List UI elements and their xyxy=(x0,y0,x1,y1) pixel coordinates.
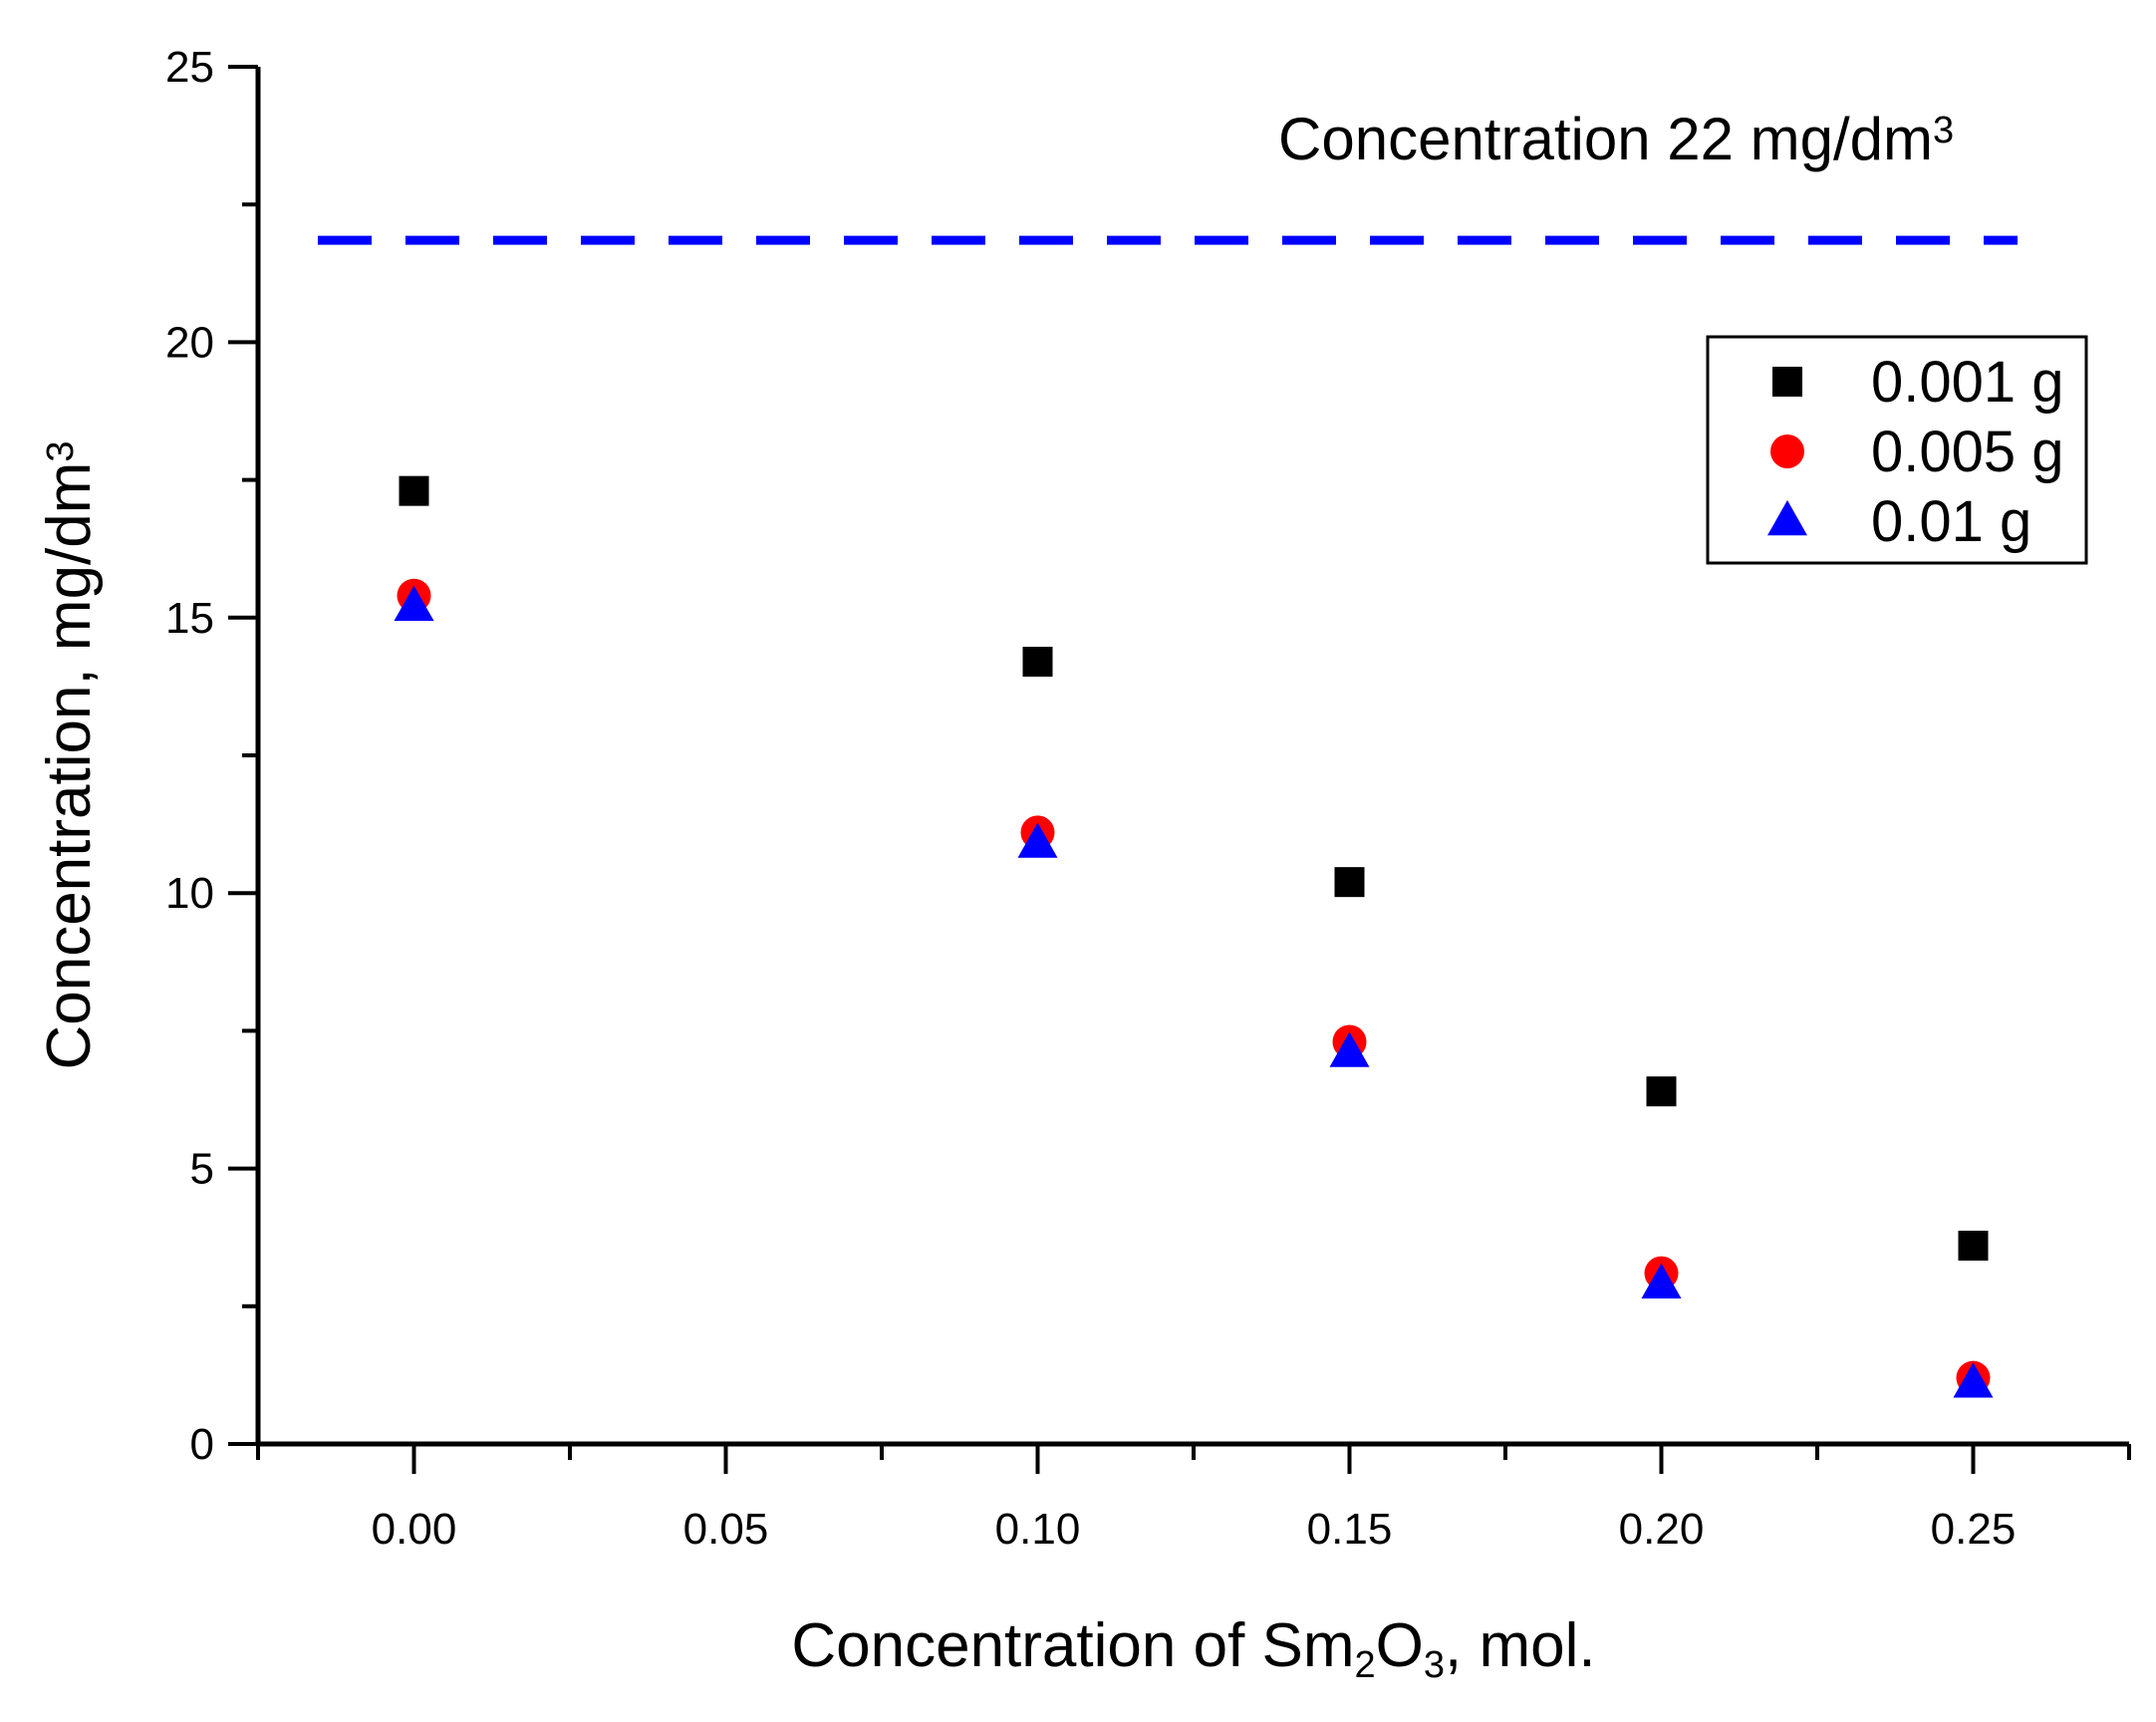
axis-titles: Concentration of Sm2O3, mol. Concentratio… xyxy=(35,440,1596,1686)
legend-marker xyxy=(1772,367,1802,397)
data-point xyxy=(1017,822,1058,858)
x-tick-label: 0.05 xyxy=(683,1505,769,1554)
legend: 0.001 g0.005 g0.01 g xyxy=(1706,335,2088,565)
legend-marker xyxy=(1770,434,1804,468)
y-tick-label: 25 xyxy=(165,43,214,92)
y-tick-label: 5 xyxy=(190,1145,214,1194)
y-tick-label: 0 xyxy=(190,1420,214,1469)
data-point xyxy=(1329,1031,1370,1067)
axes: 0 5 10 15 20 25 0.00 0.05 0.10 0.15 0.20 0.25 xyxy=(165,43,2131,1554)
x-tick-label: 0.20 xyxy=(1619,1505,1705,1554)
legend-label: 0.01 g xyxy=(1871,489,2031,554)
legend-label: 0.001 g xyxy=(1871,350,2064,415)
reference-line-group: Concentration 22 mg/dm3 xyxy=(318,106,2018,245)
data-point xyxy=(1334,867,1365,898)
legend-marker xyxy=(1767,499,1807,536)
data-point xyxy=(1953,1362,1994,1398)
x-axis-title: Concentration of Sm2O3, mol. xyxy=(791,1611,1595,1686)
data-point xyxy=(399,475,429,506)
y-tick-label: 20 xyxy=(165,318,214,367)
data-point xyxy=(1022,647,1053,678)
data-point xyxy=(1958,1230,1989,1261)
data-point xyxy=(394,585,434,622)
legend-label: 0.005 g xyxy=(1871,420,2064,484)
x-tick-label: 0.00 xyxy=(372,1505,457,1554)
series-circle xyxy=(397,578,1991,1395)
data-point xyxy=(1641,1263,1682,1298)
y-tick-label: 10 xyxy=(165,869,214,918)
y-axis-title: Concentration, mg/dm3 xyxy=(35,440,104,1069)
series-triangle xyxy=(394,585,1994,1398)
series-square xyxy=(399,475,1989,1261)
x-tick-label: 0.25 xyxy=(1931,1505,2017,1554)
x-tick-label: 0.15 xyxy=(1307,1505,1393,1554)
x-tick-label: 0.10 xyxy=(995,1505,1081,1554)
reference-line-label: Concentration 22 mg/dm3 xyxy=(1278,106,1954,172)
data-points xyxy=(394,475,1994,1398)
y-tick-label: 15 xyxy=(165,594,214,643)
data-point xyxy=(1646,1076,1677,1107)
